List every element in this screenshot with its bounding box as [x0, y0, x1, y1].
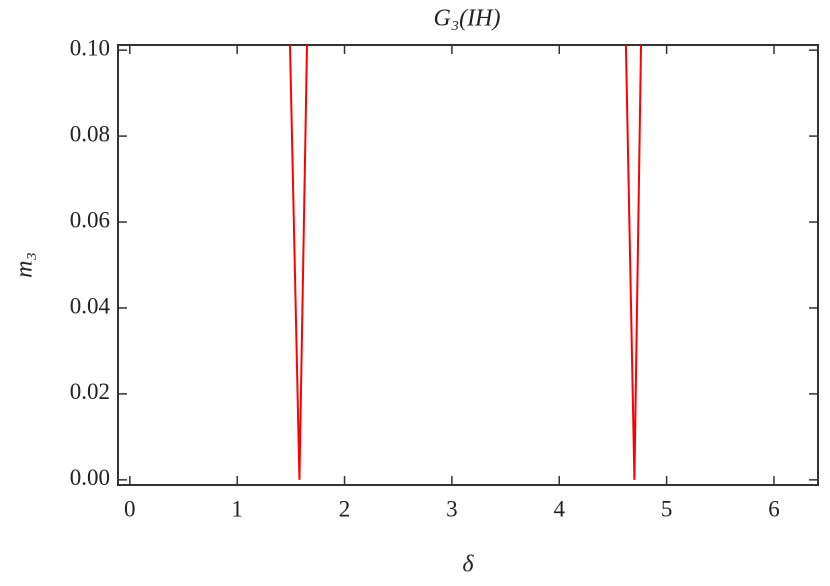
x-tick-label: 6: [768, 496, 780, 521]
y-tick-label: 0.10: [70, 35, 110, 60]
x-tick-label: 3: [446, 496, 458, 521]
y-tick-label: 0.08: [70, 121, 110, 146]
y-tick-label: 0.04: [70, 293, 111, 318]
plot-area: [288, 45, 643, 480]
y-tick-label: 0.02: [70, 379, 110, 404]
line: [288, 45, 309, 480]
x-tick-label: 4: [554, 496, 566, 521]
y-tick-label: 0.00: [70, 465, 110, 490]
x-tick-label: 5: [661, 496, 673, 521]
x-axis-label: δ: [462, 552, 474, 578]
y-tick-label: 0.06: [70, 207, 110, 232]
chart-title: G₃(IH): [434, 6, 501, 32]
y-axis-label: m₃: [12, 252, 38, 278]
x-tick-label: 0: [124, 496, 136, 521]
plot-frame: [117, 44, 819, 486]
x-tick-label: 2: [339, 496, 351, 521]
x-tick-label: 1: [231, 496, 243, 521]
line: [624, 45, 643, 480]
